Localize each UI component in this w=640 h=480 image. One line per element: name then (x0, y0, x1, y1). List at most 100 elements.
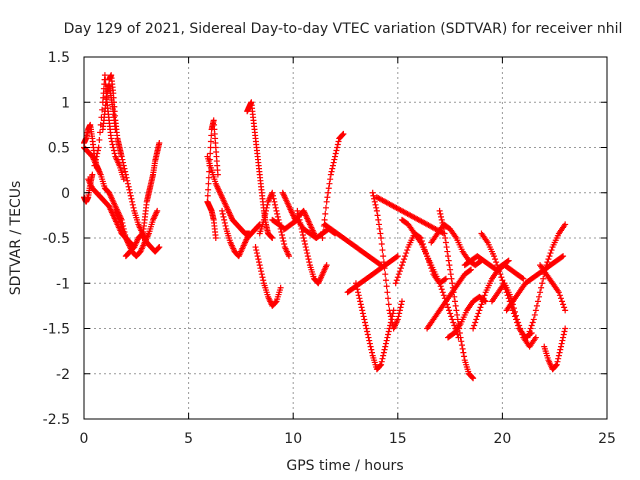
data-point (466, 267, 473, 274)
data-point (253, 250, 260, 257)
data-point (379, 355, 386, 362)
data-point (560, 331, 567, 338)
data-point (454, 311, 461, 318)
data-point (212, 235, 219, 241)
series-arc-22 (321, 221, 385, 269)
data-point (378, 235, 385, 241)
data-point (555, 352, 562, 359)
series-arc-30 (428, 221, 485, 269)
series-arc-31 (436, 207, 477, 382)
x-tick-label: 15 (389, 431, 407, 447)
data-point (449, 280, 456, 287)
data-point (302, 241, 309, 248)
data-point (94, 147, 101, 154)
data-point (494, 262, 501, 269)
data-point (449, 316, 456, 323)
data-point (124, 177, 131, 184)
data-point (442, 275, 449, 282)
y-tick-label: -2 (56, 367, 70, 383)
data-point (334, 144, 341, 151)
y-tick-label: -0.5 (43, 231, 70, 247)
data-point (109, 141, 116, 148)
data-point (366, 340, 373, 347)
data-point (451, 293, 458, 300)
data-point (95, 144, 102, 151)
data-point (260, 277, 267, 284)
data-point (400, 259, 407, 266)
data-point (560, 253, 567, 260)
data-point (362, 319, 369, 326)
data-point (220, 213, 227, 220)
data-point (207, 150, 214, 157)
data-point (398, 298, 405, 305)
data-point (207, 138, 214, 145)
data-point (258, 271, 265, 278)
data-point (110, 147, 117, 154)
data-point (395, 271, 402, 278)
data-point (262, 210, 269, 217)
data-point (557, 346, 564, 353)
data-point (377, 362, 384, 369)
data-point (491, 253, 498, 260)
data-point (519, 331, 526, 338)
data-point (378, 241, 385, 248)
data-point (354, 286, 361, 293)
data-point (205, 174, 212, 181)
data-point (130, 243, 137, 250)
data-point (359, 307, 366, 314)
data-point (256, 262, 263, 269)
data-point (298, 225, 305, 232)
series-arc-13 (204, 198, 219, 241)
data-point (339, 131, 346, 138)
data-point (323, 198, 330, 205)
data-point (258, 268, 265, 275)
data-point (89, 171, 96, 178)
data-point (127, 192, 134, 199)
data-point (448, 313, 455, 320)
data-point (92, 159, 99, 166)
data-point (553, 362, 560, 369)
data-point (253, 247, 260, 254)
data-point (447, 266, 454, 273)
data-point (305, 256, 312, 263)
data-point (304, 250, 311, 257)
data-point (380, 253, 387, 260)
data-point (364, 331, 371, 338)
data-point (545, 256, 552, 263)
data-point (156, 244, 163, 251)
data-point (371, 198, 378, 205)
data-point (356, 295, 363, 302)
data-point (368, 349, 375, 356)
data-point (277, 284, 284, 291)
data-point (458, 342, 465, 349)
data-point (118, 153, 125, 160)
data-point (495, 265, 502, 272)
data-point (531, 311, 538, 318)
data-point (380, 259, 387, 266)
data-point (393, 277, 400, 284)
data-point (497, 271, 504, 278)
data-point (205, 186, 212, 193)
y-axis-label: SDTVAR / TECUs (8, 181, 24, 296)
data-point (492, 256, 499, 263)
data-point (448, 275, 455, 282)
data-point (333, 147, 340, 154)
data-point (252, 244, 259, 251)
data-point (368, 346, 375, 353)
data-point (562, 307, 569, 314)
data-point (340, 130, 347, 137)
data-point (331, 156, 338, 163)
data-point (510, 305, 517, 312)
data-point (361, 316, 368, 323)
data-point (365, 334, 372, 341)
data-point (527, 325, 534, 332)
data-point (403, 250, 410, 257)
data-point (526, 328, 533, 335)
data-point (437, 283, 444, 290)
data-point (364, 328, 371, 335)
data-point (505, 257, 512, 264)
data-point (295, 213, 302, 220)
data-point (544, 259, 551, 266)
data-point (126, 186, 133, 193)
data-point (154, 207, 161, 214)
